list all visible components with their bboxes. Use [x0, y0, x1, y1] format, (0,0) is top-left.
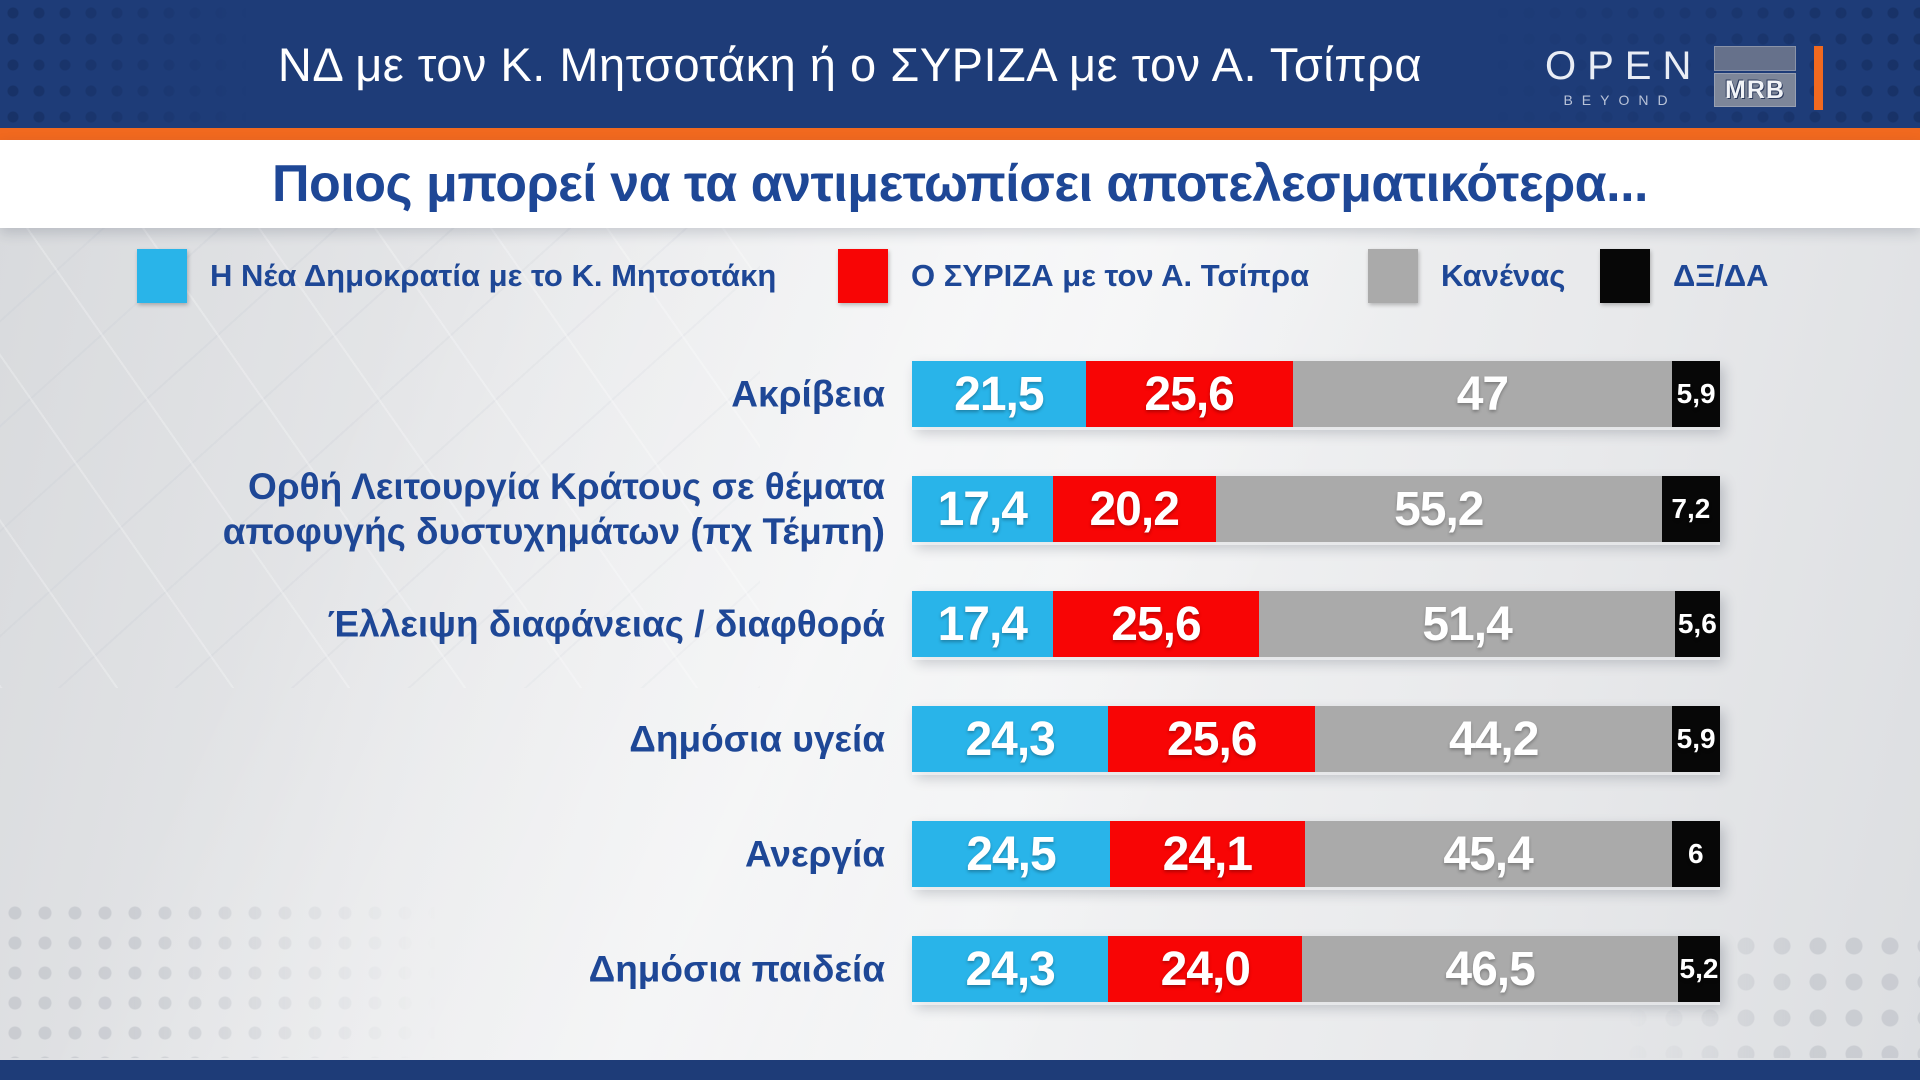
bar-segment-syriza: 25,6 — [1085, 361, 1293, 427]
category-label: Ανεργία — [745, 833, 885, 875]
orange-vertical-bar — [1814, 46, 1823, 110]
legend-item-syriza: Ο ΣΥΡΙΖΑ με τον Α. Τσίπρα — [838, 249, 1309, 303]
category-label: Ακρίβεια — [731, 373, 885, 415]
bar-segment-none: 51,4 — [1259, 591, 1675, 657]
bar-segment-nd: 17,4 — [912, 591, 1053, 657]
open-logo-tagline: BEYOND — [1563, 92, 1677, 108]
question-banner: Ποιος μπορεί να τα αντιμετωπίσει αποτελε… — [0, 140, 1920, 228]
chart-row-orthi-leitourgia: Ορθή Λειτουργία Κράτους σε θέματα αποφυγ… — [0, 466, 1920, 552]
poll-title: ΝΔ με τον Κ. Μητσοτάκη ή ο ΣΥΡΙΖΑ με τον… — [277, 37, 1423, 91]
open-logo-text: OPEN — [1545, 44, 1703, 88]
category-label: Δημόσια παιδεία — [588, 948, 885, 990]
bar-segment-syriza: 25,6 — [1052, 591, 1260, 657]
category-label: Ορθή Λειτουργία Κράτους σε θέματα αποφυγ… — [222, 465, 885, 552]
mrb-logo-top-block — [1714, 46, 1796, 71]
legend-swatch-syriza — [838, 249, 888, 303]
bar-segment-none: 44,2 — [1315, 706, 1673, 772]
bar-segment-syriza: 24,0 — [1108, 936, 1303, 1002]
bar-segment-nd: 21,5 — [912, 361, 1086, 427]
legend-label-syriza: Ο ΣΥΡΙΖΑ με τον Α. Τσίπρα — [911, 258, 1310, 293]
legend-swatch-none — [1368, 249, 1418, 303]
chart-row-paideia: Δημόσια παιδεία 24,3 24,0 46,5 5,2 — [0, 936, 1920, 1002]
bar-segment-syriza: 20,2 — [1052, 476, 1216, 542]
bar-segment-none: 46,5 — [1302, 936, 1678, 1002]
bar-segment-none: 47 — [1292, 361, 1673, 427]
stacked-bar: 24,5 24,1 45,4 6 — [912, 821, 1720, 887]
bar-segment-syriza: 25,6 — [1108, 706, 1316, 772]
mrb-logo-text: MRB — [1714, 73, 1796, 107]
bar-segment-dk: 6 — [1671, 821, 1720, 887]
chart-legend: Η Νέα Δημοκρατία με το Κ. Μητσοτάκη Ο ΣΥ… — [0, 249, 1920, 303]
chart-row-akriveia: Ακρίβεια 21,5 25,6 47 5,9 — [0, 361, 1920, 427]
stacked-bar: 21,5 25,6 47 5,9 — [912, 361, 1720, 427]
bar-segment-nd: 24,3 — [912, 936, 1109, 1002]
bar-segment-nd: 24,3 — [912, 706, 1109, 772]
bar-segment-none: 55,2 — [1215, 476, 1662, 542]
orange-divider — [0, 128, 1920, 140]
legend-label-none: Κανένας — [1441, 258, 1566, 293]
stacked-bar: 17,4 20,2 55,2 7,2 — [912, 476, 1720, 542]
footer-bar — [0, 1060, 1920, 1080]
bar-segment-syriza: 24,1 — [1109, 821, 1305, 887]
legend-swatch-dk — [1600, 249, 1650, 303]
stacked-bar: 17,4 25,6 51,4 5,6 — [912, 591, 1720, 657]
legend-item-none: Κανένας — [1368, 249, 1565, 303]
bar-segment-dk: 5,6 — [1674, 591, 1720, 657]
mrb-logo: MRB — [1714, 46, 1796, 110]
bar-segment-dk: 5,9 — [1672, 706, 1720, 772]
stacked-bar-chart: Ακρίβεια 21,5 25,6 47 5,9 Ορθή Λειτουργί… — [0, 361, 1920, 1051]
legend-label-dk: ΔΞ/ΔΑ — [1673, 258, 1769, 293]
legend-label-nd: Η Νέα Δημοκρατία με το Κ. Μητσοτάκη — [210, 258, 777, 293]
bar-segment-dk: 7,2 — [1661, 476, 1720, 542]
stacked-bar: 24,3 24,0 46,5 5,2 — [912, 936, 1720, 1002]
bar-segment-dk: 5,9 — [1672, 361, 1720, 427]
bar-segment-none: 45,4 — [1304, 821, 1672, 887]
chart-row-diafaneia: Έλλειψη διαφάνειας / διαφθορά 17,4 25,6 … — [0, 591, 1920, 657]
header-dots-left — [0, 0, 250, 128]
legend-item-dk: ΔΞ/ΔΑ — [1600, 249, 1769, 303]
category-label: Δημόσια υγεία — [629, 718, 885, 760]
legend-swatch-nd — [137, 249, 187, 303]
legend-item-nd: Η Νέα Δημοκρατία με το Κ. Μητσοτάκη — [137, 249, 776, 303]
stacked-bar: 24,3 25,6 44,2 5,9 — [912, 706, 1720, 772]
bar-segment-nd: 24,5 — [912, 821, 1110, 887]
bar-segment-dk: 5,2 — [1677, 936, 1720, 1002]
bar-segment-nd: 17,4 — [912, 476, 1053, 542]
question-text: Ποιος μπορεί να τα αντιμετωπίσει αποτελε… — [272, 155, 1648, 213]
chart-row-ygeia: Δημόσια υγεία 24,3 25,6 44,2 5,9 — [0, 706, 1920, 772]
open-tv-logo: OPEN BEYOND — [1545, 46, 1695, 108]
category-label: Έλλειψη διαφάνειας / διαφθορά — [327, 603, 885, 645]
header-bar: ΝΔ με τον Κ. Μητσοτάκη ή ο ΣΥΡΙΖΑ με τον… — [0, 0, 1920, 128]
chart-row-anergia: Ανεργία 24,5 24,1 45,4 6 — [0, 821, 1920, 887]
